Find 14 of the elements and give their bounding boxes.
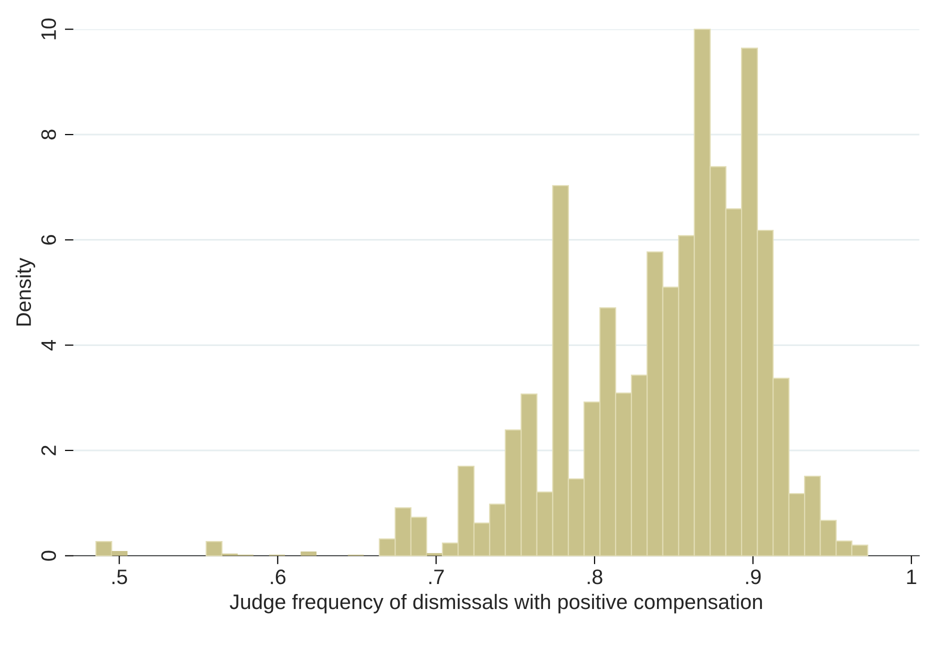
x-tick-label: .8	[588, 569, 602, 584]
x-tick-label: 1	[907, 570, 916, 584]
x-tick-label: .5	[112, 570, 128, 584]
x-tick-label: .9	[746, 569, 761, 584]
y-tick-label: 0	[41, 550, 56, 561]
y-tick-label: 4	[41, 340, 56, 350]
x-tick-label: .6	[270, 569, 286, 584]
x-tick-label: .7	[429, 570, 444, 584]
y-tick-label: 2	[41, 446, 56, 456]
x-axis-title: Judge frequency of dismissals with positive compensation	[230, 594, 762, 614]
y-tick-label: 10	[41, 18, 56, 40]
y-tick-label: 6	[41, 234, 56, 245]
y-tick-label: 8	[41, 130, 56, 140]
y-axis-title: Density	[16, 258, 36, 326]
